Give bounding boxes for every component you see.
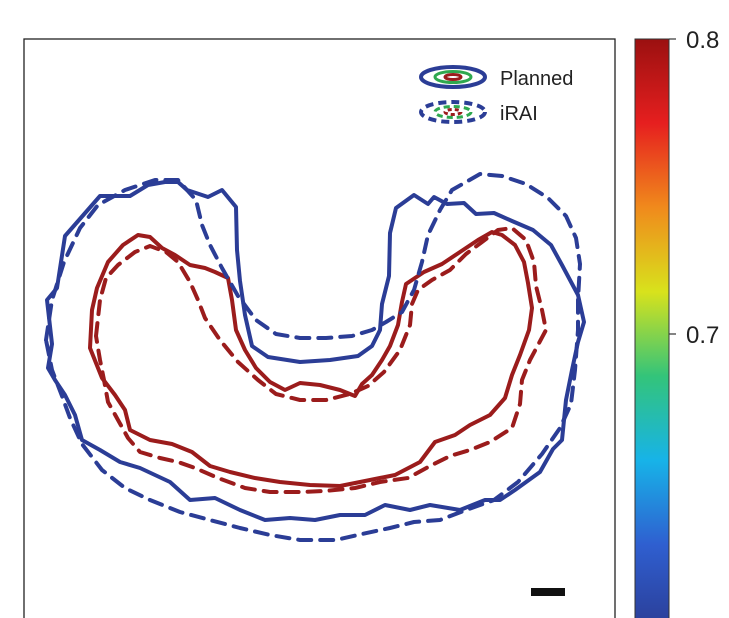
colorbar-tick-label-1: 0.7 (686, 322, 719, 349)
series-planned-outer-contour (45, 180, 586, 522)
legend-planned-swatch (419, 65, 487, 89)
colorbar-gradient (634, 38, 670, 618)
plot-area (23, 38, 616, 618)
series-planned-inner-contour (88, 230, 534, 488)
contour-layer (44, 172, 586, 542)
legend-irai-swatch (419, 100, 487, 124)
scale-bar (531, 588, 565, 596)
series-irai-inner-contour (94, 226, 548, 494)
series-irai-outer-contour (44, 172, 582, 542)
colorbar-tick-label-0: 0.8 (686, 27, 719, 54)
legend-planned-label: Planned (500, 68, 573, 90)
legend: Planned iRAI (419, 65, 573, 125)
legend-irai-label: iRAI (500, 103, 538, 125)
colorbar: 0.8 0.7 (634, 27, 719, 618)
